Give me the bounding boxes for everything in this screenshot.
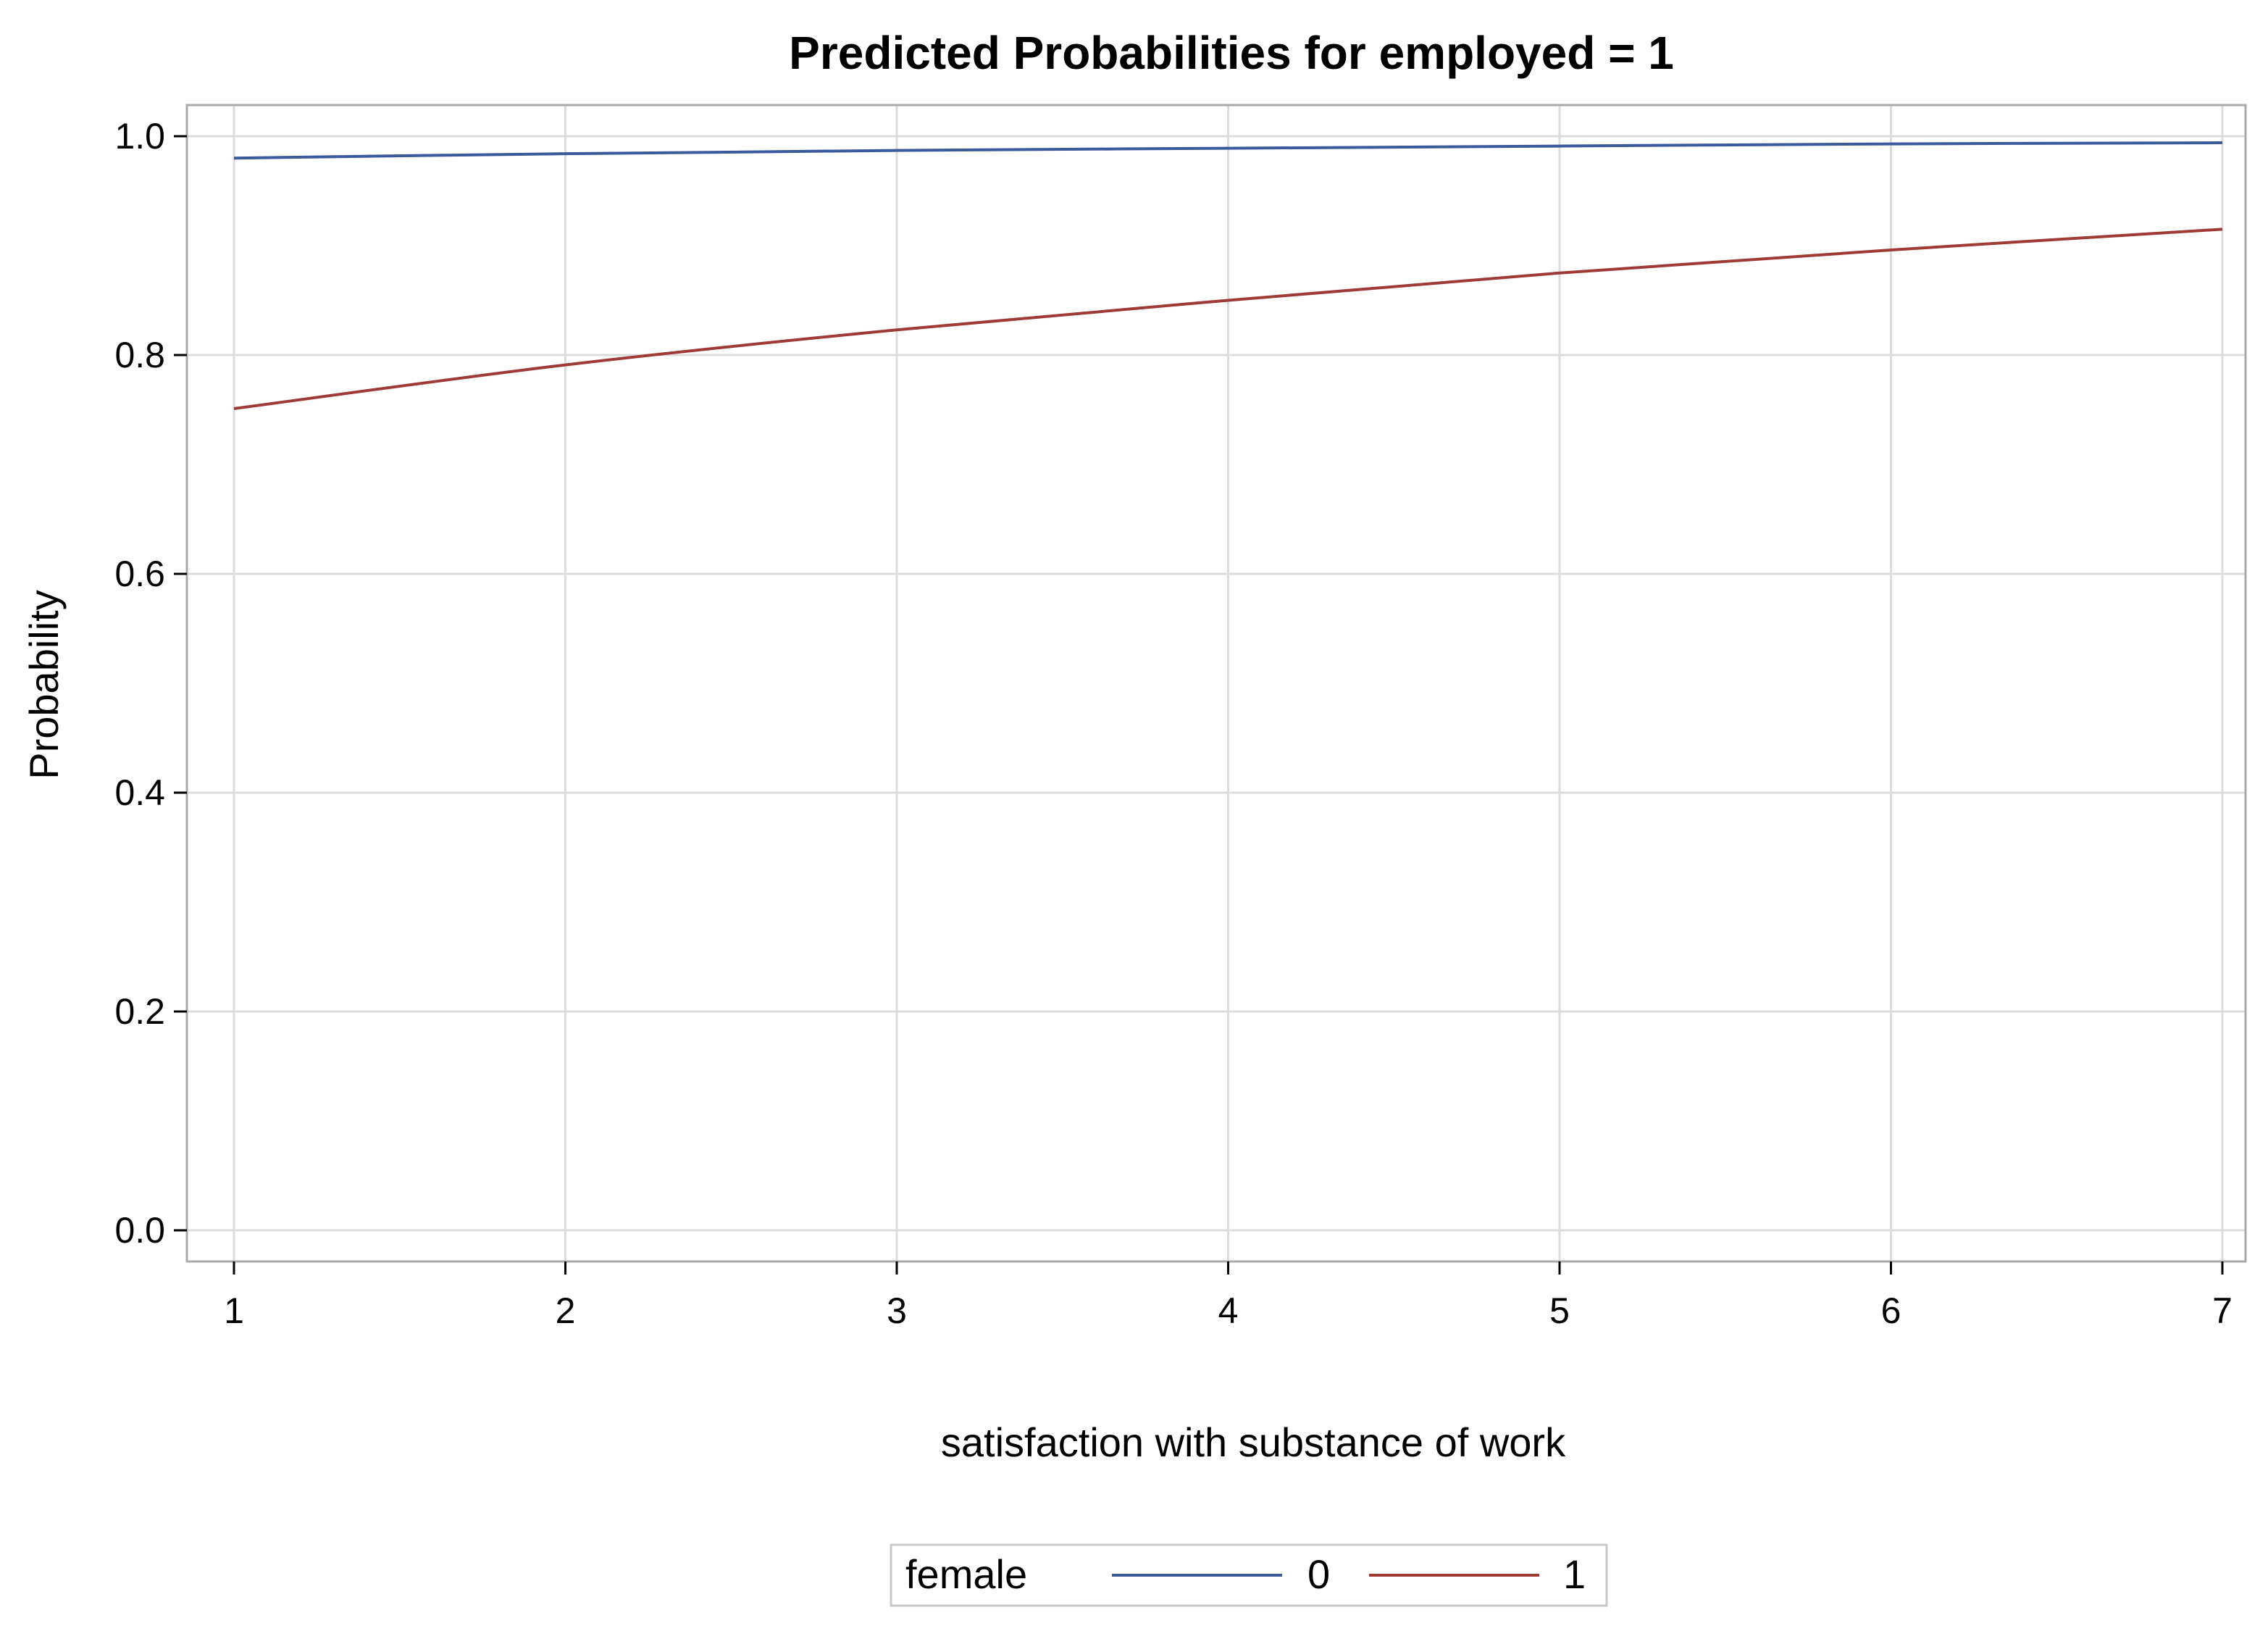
- y-tick-label: 0.2: [114, 991, 165, 1032]
- chart-title: Predicted Probabilities for employed = 1: [789, 27, 1674, 79]
- y-tick-label: 0.0: [114, 1210, 165, 1251]
- legend-label-1: 1: [1563, 1551, 1586, 1597]
- y-axis-label: Probability: [21, 590, 67, 779]
- legend-title: female: [905, 1551, 1027, 1597]
- y-tick-label: 0.8: [114, 335, 165, 375]
- x-tick-label: 5: [1549, 1290, 1570, 1331]
- axes: 1 2 3 4 5 6 7 0.0 0.2 0.4 0.6 0.8 1.0: [114, 116, 2232, 1331]
- series-lines: [233, 141, 2223, 410]
- x-tick-label: 3: [887, 1290, 907, 1331]
- plot-frame: [185, 104, 2247, 1263]
- x-tick-label: 1: [224, 1290, 244, 1331]
- series-line-0: [233, 141, 2223, 160]
- legend: female 0 1: [890, 1543, 1608, 1607]
- x-tick-label: 4: [1218, 1290, 1239, 1331]
- x-axis-label: satisfaction with substance of work: [941, 1419, 1566, 1465]
- grid-lines: [187, 105, 2246, 1261]
- legend-label-0: 0: [1307, 1551, 1330, 1597]
- series-line-1: [233, 228, 2223, 410]
- y-tick-label: 0.4: [114, 772, 165, 813]
- x-tick-label: 6: [1881, 1290, 1901, 1331]
- x-tick-label: 7: [2212, 1290, 2233, 1331]
- x-tick-label: 2: [556, 1290, 576, 1331]
- y-tick-label: 1.0: [114, 116, 165, 157]
- y-tick-label: 0.6: [114, 554, 165, 594]
